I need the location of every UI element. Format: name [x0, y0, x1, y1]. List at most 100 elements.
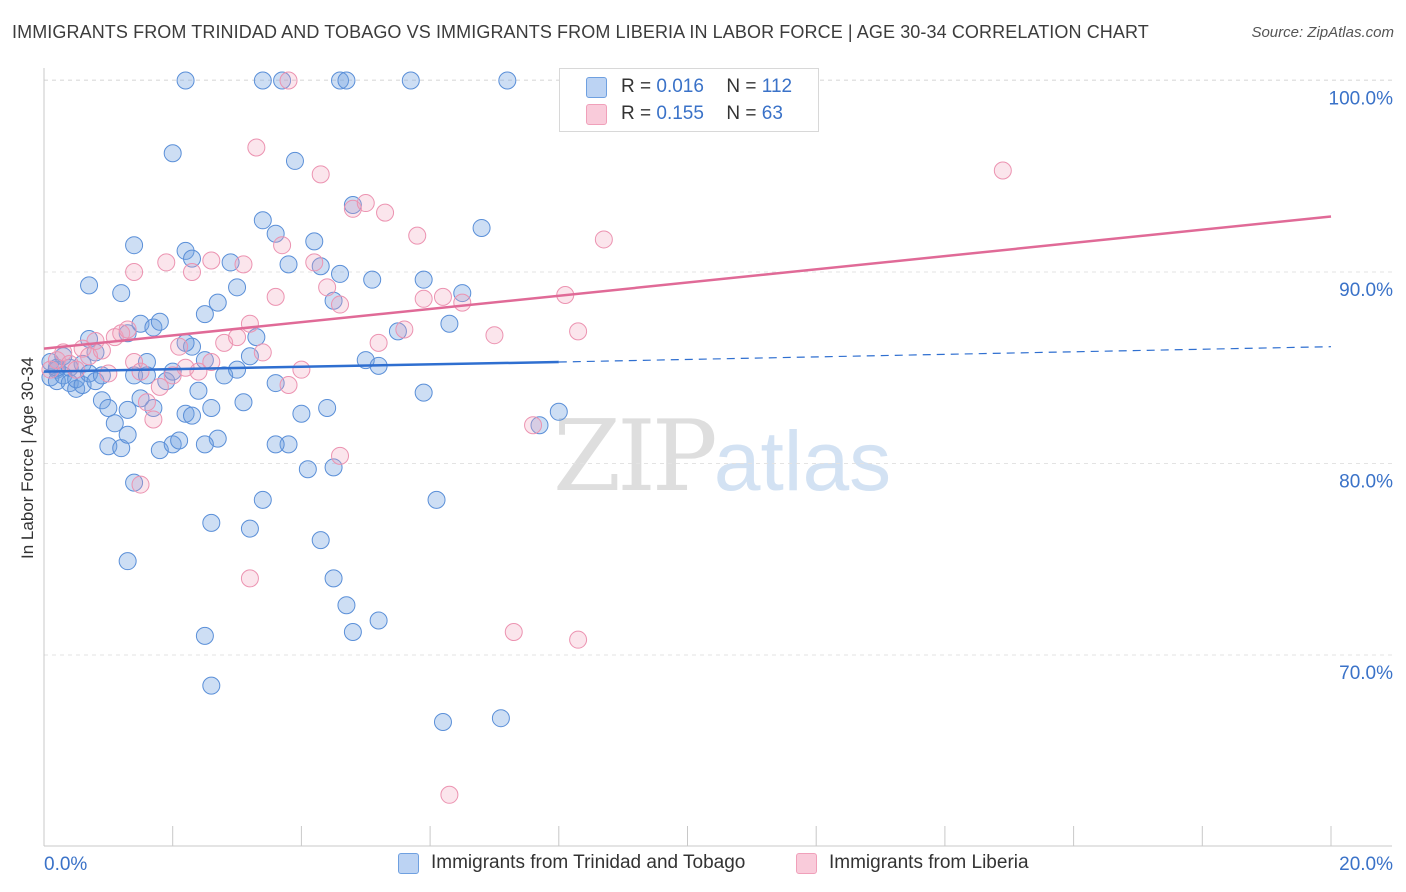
point-trinidad: [549, 402, 568, 421]
legend-row-liberia: R = 0.155 N = 63: [560, 100, 783, 128]
point-liberia: [170, 337, 189, 356]
x-tick-label: 20.0%: [1339, 854, 1393, 875]
legend: R = 0.016 N = 112 R = 0.155 N = 63: [559, 68, 819, 132]
point-trinidad: [298, 460, 317, 479]
point-trinidad: [253, 211, 272, 230]
point-trinidad: [331, 71, 350, 90]
point-trinidad: [530, 416, 549, 435]
point-liberia: [414, 289, 433, 308]
point-trinidad: [253, 490, 272, 509]
point-trinidad: [453, 284, 472, 303]
point-liberia: [594, 230, 613, 249]
point-liberia: [41, 360, 60, 379]
point-trinidad: [337, 596, 356, 615]
series-trinidad-points: [41, 71, 568, 732]
point-liberia: [228, 328, 247, 347]
point-trinidad: [176, 404, 195, 423]
point-trinidad: [369, 611, 388, 630]
bottom-legend-trinidad: Immigrants from Trinidad and Tobago: [398, 852, 745, 874]
point-trinidad: [363, 270, 382, 289]
point-liberia: [273, 236, 292, 255]
point-liberia: [144, 410, 163, 429]
legend-n-label: N =: [726, 103, 757, 124]
point-trinidad: [202, 513, 221, 532]
point-trinidad: [105, 414, 124, 433]
point-trinidad: [195, 626, 214, 645]
point-liberia: [240, 314, 259, 333]
point-trinidad: [202, 676, 221, 695]
point-trinidad: [343, 623, 362, 642]
point-trinidad: [99, 398, 118, 417]
point-trinidad: [318, 398, 337, 417]
point-liberia: [569, 322, 588, 341]
legend-row-trinidad: R = 0.016 N = 112: [560, 73, 792, 101]
point-liberia: [453, 293, 472, 312]
point-trinidad: [183, 406, 202, 425]
point-liberia: [202, 353, 221, 372]
point-trinidad: [176, 71, 195, 90]
point-trinidad: [472, 218, 491, 237]
point-trinidad: [388, 322, 407, 341]
point-liberia: [266, 287, 285, 306]
point-liberia: [440, 785, 459, 804]
point-liberia: [504, 623, 523, 642]
point-liberia: [524, 416, 543, 435]
bottom-legend-swatch-liberia: [796, 852, 817, 874]
legend-r-label: R =: [621, 76, 652, 97]
point-liberia: [202, 251, 221, 270]
point-liberia: [331, 295, 350, 314]
point-trinidad: [202, 398, 221, 417]
trend-line-trinidad-extension: [558, 346, 1332, 363]
point-trinidad: [433, 713, 452, 732]
bottom-legend-liberia: Immigrants from Liberia: [796, 852, 1029, 874]
source-label: Source: ZipAtlas.com: [1251, 24, 1394, 41]
point-trinidad: [337, 71, 356, 90]
bottom-legend-label-liberia: Immigrants from Liberia: [829, 852, 1029, 873]
point-trinidad: [292, 404, 311, 423]
point-trinidad: [150, 312, 169, 331]
trend-line-liberia: [43, 215, 1332, 350]
point-liberia: [247, 138, 266, 157]
point-trinidad: [253, 71, 272, 90]
point-trinidad: [118, 425, 137, 444]
point-liberia: [993, 161, 1012, 180]
point-liberia: [131, 362, 150, 381]
point-trinidad: [311, 531, 330, 550]
point-liberia: [157, 253, 176, 272]
point-liberia: [125, 263, 144, 281]
trend-line-trinidad: [43, 360, 559, 373]
series-liberia-points: [41, 71, 1012, 804]
point-trinidad: [92, 391, 111, 410]
point-trinidad: [266, 435, 285, 454]
point-liberia: [408, 226, 427, 245]
point-liberia: [485, 326, 504, 345]
tick-labels: 100.0% 90.0% 80.0% 70.0% 0.0% 20.0%: [44, 89, 1393, 876]
legend-r-value: 0.016: [656, 76, 704, 97]
point-liberia: [234, 255, 253, 274]
point-trinidad: [163, 144, 182, 163]
point-liberia: [118, 320, 137, 339]
bottom-legend-swatch-trinidad: [398, 852, 419, 874]
point-liberia: [318, 278, 337, 297]
point-trinidad: [118, 400, 137, 419]
point-trinidad: [228, 360, 247, 379]
point-trinidad: [273, 71, 292, 90]
point-trinidad: [125, 473, 144, 492]
legend-r-label: R =: [621, 103, 652, 124]
bottom-legend-label-trinidad: Immigrants from Trinidad and Tobago: [431, 852, 746, 873]
y-tick-label: 100.0%: [1329, 89, 1394, 110]
point-trinidad: [195, 305, 214, 324]
point-trinidad: [240, 519, 259, 538]
point-liberia: [92, 341, 111, 360]
point-trinidad: [112, 284, 131, 303]
legend-n-value: 112: [761, 76, 793, 97]
point-liberia: [189, 362, 208, 381]
point-liberia: [433, 287, 452, 306]
point-liberia: [86, 331, 105, 350]
point-liberia: [292, 360, 311, 379]
point-trinidad: [80, 276, 99, 295]
point-trinidad: [401, 71, 420, 90]
point-trinidad: [266, 224, 285, 243]
point-liberia: [150, 377, 169, 396]
